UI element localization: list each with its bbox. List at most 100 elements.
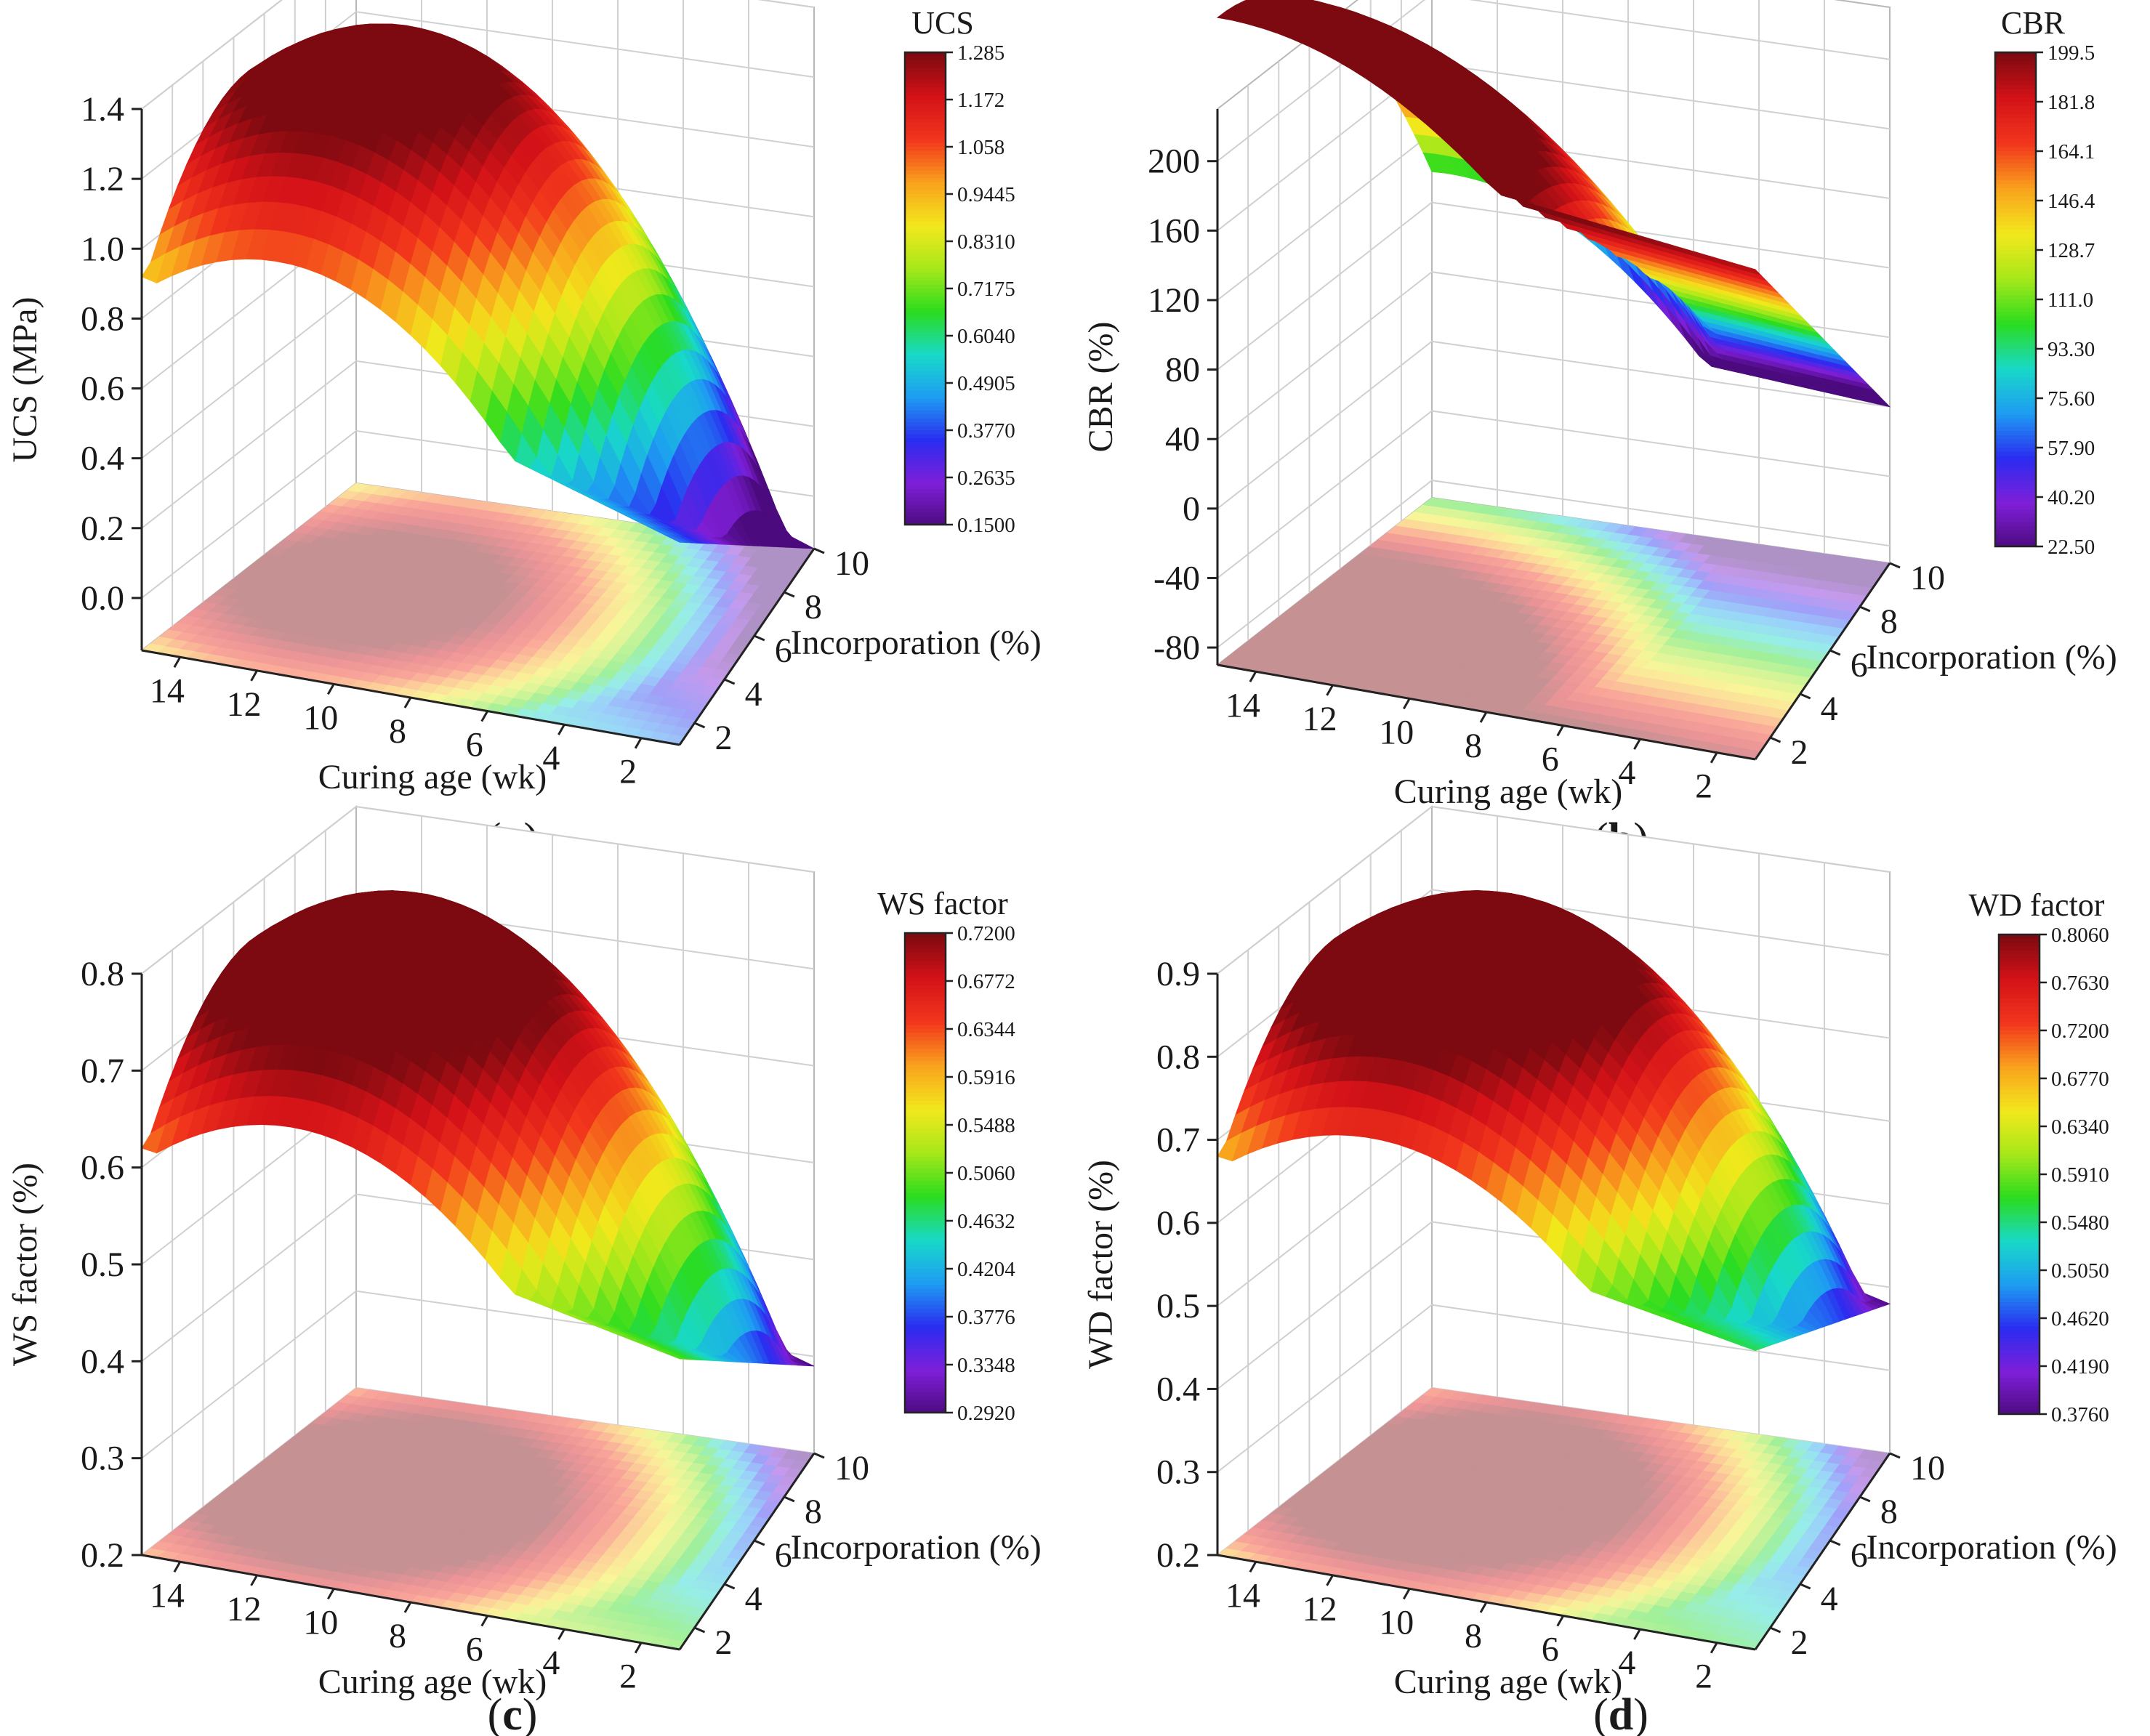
y-tick xyxy=(1769,736,1781,743)
x-tick-label: 10 xyxy=(1379,713,1414,751)
colorbar-tick-label: 128.7 xyxy=(2048,239,2095,262)
x-tick-label: 8 xyxy=(389,712,406,751)
x-tick-label: 8 xyxy=(1465,727,1482,765)
x-axis-label: Curing age (wk) xyxy=(1394,772,1623,811)
colorbar-tick-label: 1.058 xyxy=(957,136,1004,159)
x-axis-label: Curing age (wk) xyxy=(318,758,547,796)
colorbar-tick-label: 0.1500 xyxy=(957,514,1015,537)
y-tick xyxy=(754,634,765,642)
colorbar-band xyxy=(1995,266,2036,272)
z-tick-label: 200 xyxy=(1148,142,1200,181)
z-tick-label: 1.4 xyxy=(81,90,124,129)
x-tick xyxy=(403,697,412,708)
y-tick xyxy=(1889,562,1901,569)
colorbar-tick-label: 164.1 xyxy=(2048,140,2095,163)
colorbar-band xyxy=(1995,352,2036,358)
colorbar-band xyxy=(1995,229,2036,235)
x-tick xyxy=(634,737,643,749)
y-tick xyxy=(724,678,736,685)
z-tick-label: 1.0 xyxy=(81,230,124,268)
y-tick xyxy=(1829,649,1841,656)
y-tick xyxy=(1859,605,1871,613)
colorbar-band xyxy=(1995,56,2036,62)
colorbar-tick-label: 75.60 xyxy=(2048,387,2095,411)
x-tick xyxy=(1556,724,1565,737)
x-tick xyxy=(557,724,565,735)
x-tick xyxy=(250,670,258,682)
x-tick xyxy=(326,683,335,695)
colorbar-tick-label: 146.4 xyxy=(2048,190,2095,213)
z-tick-label: 0.2 xyxy=(81,509,124,548)
x-tick xyxy=(1710,751,1718,764)
z-tick-label: 1.2 xyxy=(81,160,124,198)
x-tick-label: 12 xyxy=(227,685,262,724)
y-tick-label: 2 xyxy=(715,719,733,757)
colorbar-band xyxy=(1995,68,2036,74)
colorbar-tick-label: 40.20 xyxy=(2048,486,2095,509)
z-tick-label: 160 xyxy=(1148,211,1200,250)
x-tick-label: 14 xyxy=(150,671,185,710)
x-tick xyxy=(1249,671,1257,683)
x-tick-label: 10 xyxy=(303,698,338,737)
colorbar-tick-label: 22.50 xyxy=(2048,536,2095,559)
z-tick-label: -80 xyxy=(1153,629,1200,667)
colorbar-band xyxy=(1995,303,2036,309)
colorbar-tick-label: 111.0 xyxy=(2048,288,2093,312)
colorbar-band xyxy=(1995,328,2036,334)
colorbar-tick-label: 0.7175 xyxy=(957,278,1015,301)
z-tick-label: 0.8 xyxy=(81,299,124,338)
colorbar-tick-label: 0.8310 xyxy=(957,230,1015,254)
y-tick-label: 6 xyxy=(775,631,792,670)
y-tick-label: 8 xyxy=(805,588,822,626)
y-tick-label: 10 xyxy=(1910,559,1945,597)
colorbar-tick-label: 199.5 xyxy=(2048,41,2095,65)
z-axis-label: UCS (MPa) xyxy=(6,296,44,462)
colorbar-tick-label: 1.285 xyxy=(957,41,1004,65)
colorbar-tick-label: 0.9445 xyxy=(957,183,1015,206)
colorbar-band xyxy=(1995,278,2036,284)
floor-projection xyxy=(141,483,815,746)
z-tick-label: 0.4 xyxy=(81,440,124,478)
colorbar-tick-label: 0.4905 xyxy=(957,372,1015,395)
wall-gridline xyxy=(141,0,815,110)
x-tick-label: 2 xyxy=(1695,767,1712,806)
colorbar-band xyxy=(1995,291,2036,296)
colorbar-band xyxy=(1995,365,2036,371)
y-tick xyxy=(1800,693,1811,700)
z-axis-label: CBR (%) xyxy=(1082,322,1120,453)
z-tick-label: 80 xyxy=(1165,351,1200,389)
x-tick xyxy=(1402,698,1411,710)
y-tick-label: 4 xyxy=(1821,690,1838,728)
colorbar-title: UCS xyxy=(911,5,974,41)
y-tick-label: 4 xyxy=(745,675,762,714)
x-tick xyxy=(480,710,489,722)
colorbar-tick-label: 181.8 xyxy=(2048,91,2095,114)
colorbar-band xyxy=(1995,81,2036,86)
panel-c: 0.20.30.40.50.60.70.8WS factor (%)14 12 10… xyxy=(6,804,1042,1736)
colorbar-tick-label: 1.172 xyxy=(957,89,1004,112)
z-tick-label: 0 xyxy=(1183,490,1200,528)
y-tick xyxy=(693,722,706,729)
colorbar-tick-label: 93.30 xyxy=(2048,338,2095,361)
x-tick xyxy=(173,656,182,669)
colorbar: 199.5 181.8 164.1 146.4 128.7 111.0 93.30 75.60… xyxy=(1994,5,2095,559)
colorbar-tick-label: 0.2635 xyxy=(957,467,1015,490)
y-tick xyxy=(813,547,825,554)
y-tick xyxy=(784,591,795,598)
y-tick-label: 10 xyxy=(834,544,869,583)
colorbar-band xyxy=(1995,315,2036,321)
y-axis-label: Incorporation (%) xyxy=(791,623,1042,662)
colorbar-band xyxy=(1995,204,2036,210)
z-tick-label: 40 xyxy=(1165,420,1200,459)
colorbar-tick-label: 57.90 xyxy=(2048,437,2095,460)
colorbar: 1.2851.1721.0580.94450.83100.71750.60400… xyxy=(903,5,1015,537)
x-tick xyxy=(1633,738,1641,750)
x-tick xyxy=(1479,711,1488,723)
x-tick-label: 14 xyxy=(1225,686,1260,724)
x-tick xyxy=(1326,685,1334,696)
colorbar-band xyxy=(1995,192,2036,198)
